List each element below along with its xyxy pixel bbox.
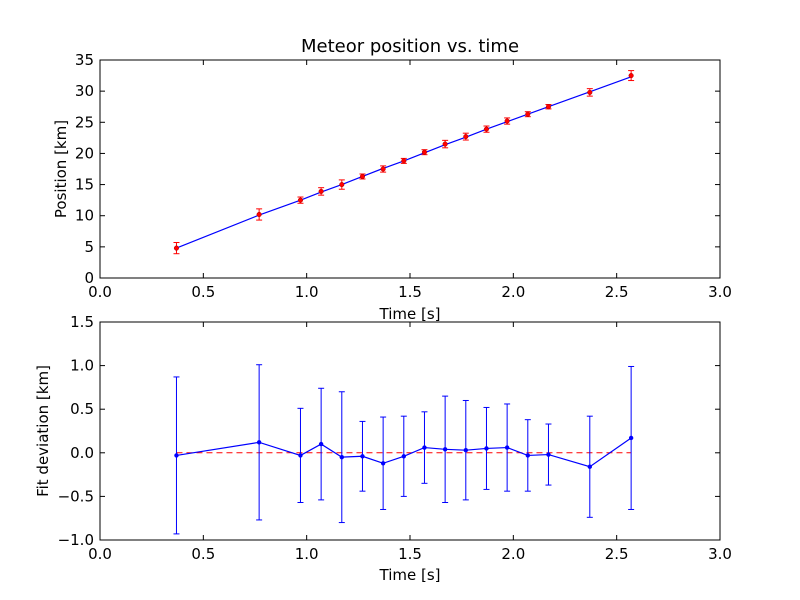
- deviation-point: [525, 453, 530, 458]
- position-point: [380, 166, 386, 172]
- deviation-y-tick-label: −1.0: [58, 531, 94, 549]
- position-y-tick-label: 10: [75, 207, 94, 225]
- position-point: [483, 126, 490, 132]
- position-y-tick-label: 0: [84, 269, 94, 287]
- deviation-panel: 0.0 0.5 1.0 1.5 2.0 2.5 3.0 −1.0 −0.5 0.0 0.5 1.0 1.…: [34, 313, 732, 584]
- position-point: [628, 73, 634, 79]
- position-point: [545, 104, 552, 110]
- position-point: [401, 158, 407, 164]
- position-point: [318, 188, 324, 194]
- position-point: [442, 141, 448, 147]
- position-point: [504, 118, 510, 124]
- deviation-point: [174, 453, 179, 458]
- position-x-tick-label: 1.0: [295, 283, 319, 301]
- chart-title: Meteor position vs. time: [301, 36, 519, 57]
- position-point: [463, 134, 469, 140]
- deviation-point: [401, 454, 406, 459]
- deviation-y-tick-label: −0.5: [58, 487, 94, 505]
- deviation-point: [546, 452, 551, 457]
- position-x-tick-label: 2.5: [605, 283, 629, 301]
- position-point: [297, 197, 304, 203]
- deviation-point: [360, 454, 365, 459]
- position-point: [256, 211, 262, 218]
- deviation-point: [298, 453, 303, 458]
- deviation-x-tick-label: 2.5: [605, 545, 629, 563]
- deviation-y-tick-label: 1.0: [70, 357, 94, 375]
- deviation-x-tick-label: 0.0: [88, 545, 112, 563]
- deviation-point: [463, 447, 468, 453]
- position-x-tick-label: 0.5: [191, 283, 215, 301]
- deviation-point: [422, 445, 427, 450]
- deviation-y-tick-label: 0.5: [70, 400, 94, 418]
- deviation-y-tick-label: 1.5: [70, 313, 94, 331]
- position-y-tick-label: 5: [84, 238, 94, 256]
- position-x-tick-label: 3.0: [708, 283, 732, 301]
- position-y-tick-label: 20: [75, 144, 94, 162]
- deviation-x-tick-label: 3.0: [708, 545, 732, 563]
- deviation-x-tick-label: 1.0: [295, 545, 319, 563]
- position-y-axis-label: Position [km]: [52, 120, 70, 218]
- deviation-point: [339, 454, 344, 460]
- position-point: [339, 182, 345, 188]
- position-point: [587, 89, 593, 95]
- position-x-tick-label: 1.5: [398, 283, 422, 301]
- position-point: [173, 245, 180, 251]
- position-x-tick-label: 0.0: [88, 283, 112, 301]
- deviation-x-tick-label: 2.0: [501, 545, 525, 563]
- position-plot-frame: [99, 59, 721, 279]
- position-point: [525, 111, 531, 117]
- position-x-tick-label: 2.0: [501, 283, 525, 301]
- position-point: [421, 149, 428, 155]
- position-y-tick-label: 35: [75, 51, 94, 69]
- position-y-tick-label: 30: [75, 82, 94, 100]
- deviation-point: [587, 464, 592, 469]
- position-x-axis-label: Time [s]: [379, 305, 441, 323]
- deviation-point: [256, 440, 262, 445]
- position-point: [359, 173, 366, 180]
- deviation-point: [504, 445, 510, 450]
- deviation-point: [442, 447, 448, 452]
- deviation-plot-frame: [99, 321, 721, 541]
- deviation-point: [484, 446, 489, 451]
- deviation-y-axis-label: Fit deviation [km]: [34, 365, 52, 497]
- deviation-x-tick-label: 1.5: [398, 545, 422, 563]
- deviation-point: [628, 435, 634, 441]
- deviation-x-tick-label: 0.5: [191, 545, 215, 563]
- deviation-point: [318, 441, 324, 447]
- deviation-x-axis-label: Time [s]: [379, 566, 441, 584]
- position-y-tick-label: 15: [75, 176, 94, 194]
- deviation-point: [380, 461, 386, 466]
- deviation-y-tick-label: 0.0: [70, 444, 94, 462]
- position-panel: 0.0 0.5 1.0 1.5 2.0 2.5 3.0 0 5 10 15 20 25 30 35 Time…: [52, 51, 732, 323]
- position-y-tick-label: 25: [75, 113, 94, 131]
